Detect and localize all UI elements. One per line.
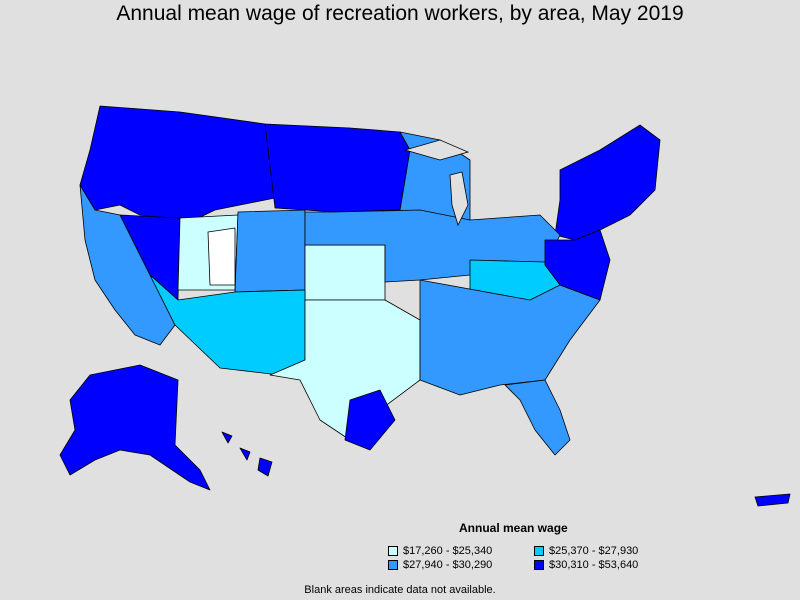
region-california xyxy=(79,184,176,346)
legend-item-1: $17,260 - $25,340 xyxy=(388,545,492,557)
legend-swatch-3 xyxy=(388,560,398,570)
legend-swatch-1 xyxy=(388,546,398,556)
region-colorado xyxy=(234,209,306,293)
region-mid-atlantic xyxy=(544,229,611,301)
region-puerto-rico xyxy=(754,493,791,507)
region-gulf-coast xyxy=(344,389,396,451)
lake-superior xyxy=(403,139,470,161)
region-northwest xyxy=(79,105,276,223)
region-florida xyxy=(504,379,571,456)
region-hawaii xyxy=(221,431,273,477)
map-title: Annual mean wage of recreation workers, … xyxy=(116,2,684,25)
legend-label-4: $30,310 - $53,640 xyxy=(549,559,639,571)
legend-item-4: $30,310 - $53,640 xyxy=(534,559,638,571)
legend-label-2: $25,370 - $27,930 xyxy=(549,545,639,557)
footnote: Blank areas indicate data not available. xyxy=(304,584,496,596)
legend-label-3: $27,940 - $30,290 xyxy=(403,559,493,571)
region-northern-plains xyxy=(264,123,411,213)
legend-swatch-2 xyxy=(534,546,544,556)
legend-item-2: $25,370 - $27,930 xyxy=(534,545,638,557)
legend-swatch-4 xyxy=(534,560,544,570)
region-utah-blank xyxy=(207,227,236,286)
region-alaska xyxy=(59,364,211,491)
legend-item-3: $27,940 - $30,290 xyxy=(388,559,492,571)
legend-label-1: $17,260 - $25,340 xyxy=(403,545,493,557)
lake-michigan xyxy=(449,171,469,227)
region-central-plains xyxy=(304,244,386,301)
region-southeast xyxy=(419,279,601,396)
legend-title: Annual mean wage xyxy=(459,521,568,535)
region-northeast xyxy=(554,124,661,241)
